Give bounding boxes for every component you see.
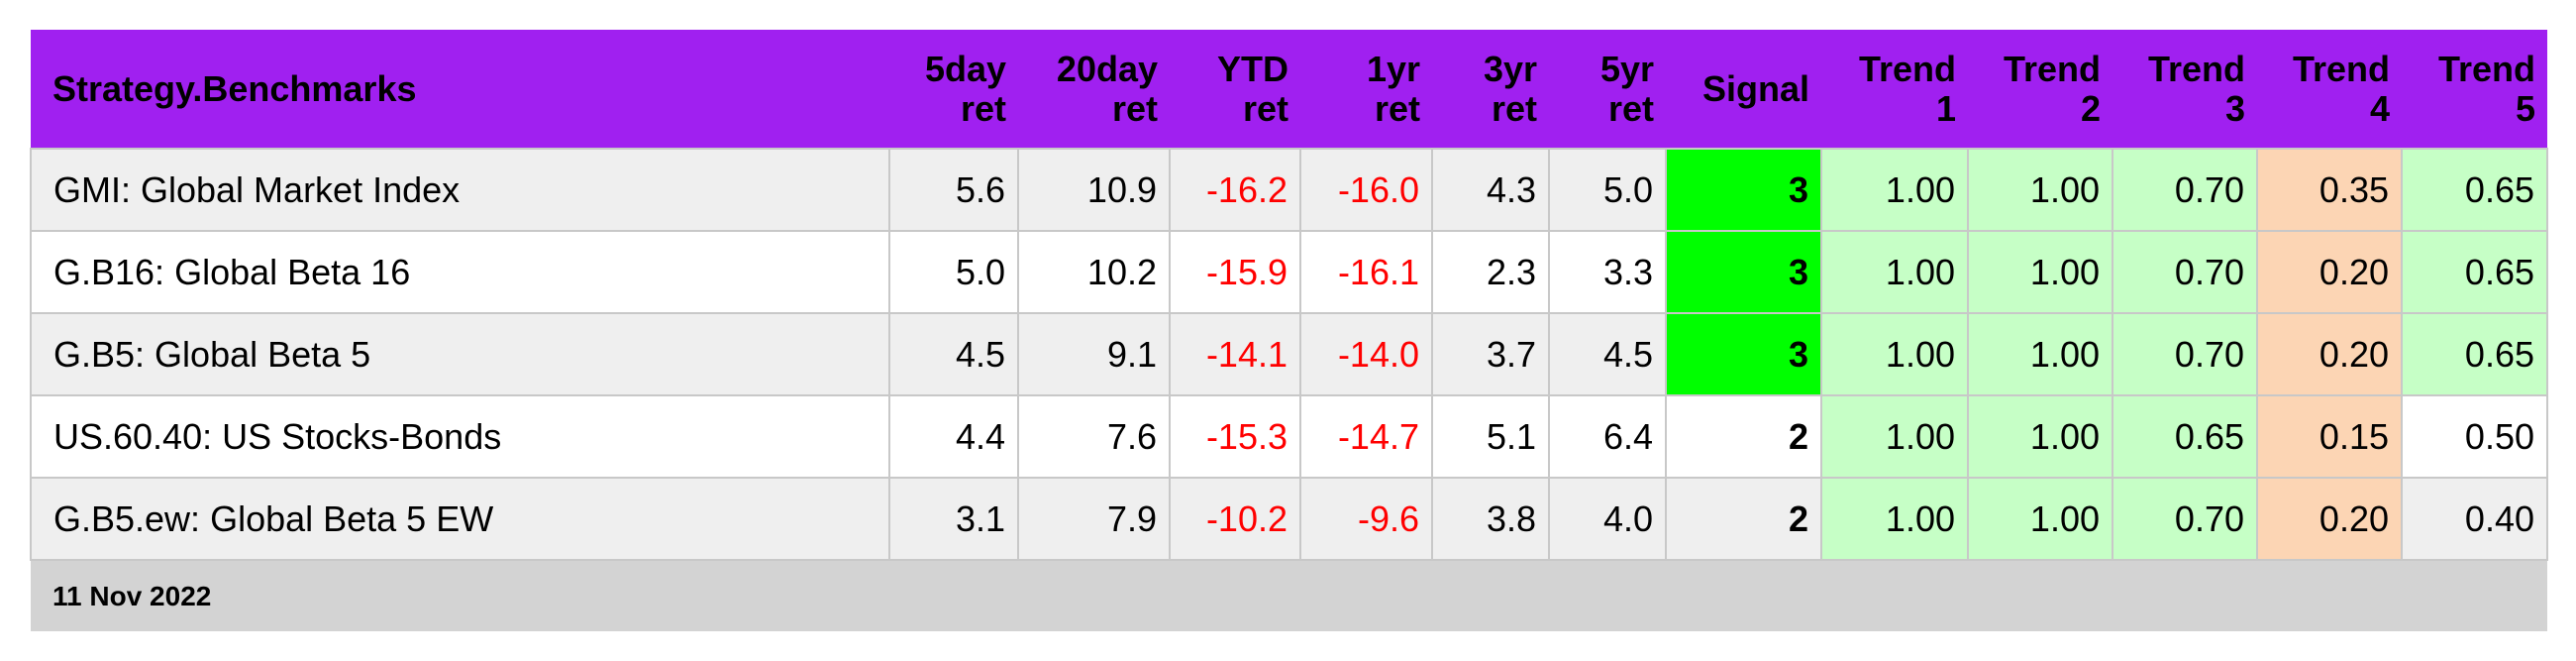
cell: 7.9 [1017, 477, 1171, 561]
cell: 10.2 [1017, 230, 1171, 314]
row-label: G.B16: Global Beta 16 [30, 230, 890, 314]
cell: 1.00 [1820, 394, 1969, 479]
cell: 1.00 [1820, 477, 1969, 561]
cell: 5.1 [1431, 394, 1550, 479]
cell: 1.00 [1820, 148, 1969, 232]
cell: 3.7 [1431, 312, 1550, 396]
cell: 0.65 [2112, 394, 2258, 479]
cell: -14.0 [1299, 312, 1433, 396]
cell: -16.1 [1299, 230, 1433, 314]
cell: 3 [1665, 148, 1822, 232]
table-body: GMI: Global Market Index 5.6 10.9 -16.2 -16.… [30, 148, 2548, 631]
cell: 1.00 [1967, 312, 2113, 396]
column-header: Trend 5 [2437, 48, 2535, 129]
cell: 3 [1665, 230, 1822, 314]
cell: 0.40 [2401, 477, 2548, 561]
table-row: G.B16: Global Beta 16 5.0 10.2 -15.9 -16.1 2.… [30, 230, 2548, 314]
cell: 2.3 [1431, 230, 1550, 314]
cell: 3.1 [888, 477, 1019, 561]
cell: 1.00 [1967, 230, 2113, 314]
row-label: US.60.40: US Stocks-Bonds [30, 394, 890, 479]
cell: 6.4 [1548, 394, 1667, 479]
cell: 7.6 [1017, 394, 1171, 479]
cell: 9.1 [1017, 312, 1171, 396]
row-label: GMI: Global Market Index [30, 148, 890, 232]
cell: 1.00 [1820, 230, 1969, 314]
cell: 3.3 [1548, 230, 1667, 314]
cell: -16.2 [1169, 148, 1301, 232]
benchmark-table: Strategy.Benchmarks 5day ret 20day ret YTD … [30, 30, 2548, 631]
cell: 0.65 [2401, 312, 2548, 396]
cell: 5.6 [888, 148, 1019, 232]
cell: 0.70 [2112, 230, 2258, 314]
cell: 4.5 [888, 312, 1019, 396]
column-header: Trend 1 [1858, 48, 1956, 129]
cell: -10.2 [1169, 477, 1301, 561]
cell: 4.5 [1548, 312, 1667, 396]
column-header: YTD ret [1217, 48, 1288, 129]
cell: 2 [1665, 477, 1822, 561]
cell: 5.0 [888, 230, 1019, 314]
cell: 0.20 [2256, 312, 2403, 396]
footer-row: 11 Nov 2022 [31, 560, 2547, 631]
row-label: G.B5: Global Beta 5 [30, 312, 890, 396]
cell: 2 [1665, 394, 1822, 479]
cell: 0.70 [2112, 477, 2258, 561]
table-row: GMI: Global Market Index 5.6 10.9 -16.2 -16.… [30, 148, 2548, 232]
column-header: 1yr ret [1366, 48, 1420, 129]
cell: 0.35 [2256, 148, 2403, 232]
column-header: Trend 2 [2003, 48, 2101, 129]
column-header: Trend 3 [2147, 48, 2245, 129]
column-header: Signal [1701, 67, 1809, 109]
cell: 4.4 [888, 394, 1019, 479]
cell: 1.00 [1967, 477, 2113, 561]
cell: -14.1 [1169, 312, 1301, 396]
column-header: 5day ret [924, 48, 1006, 129]
cell: -15.3 [1169, 394, 1301, 479]
cell: 4.3 [1431, 148, 1550, 232]
row-label: G.B5.ew: Global Beta 5 EW [30, 477, 890, 561]
cell: 0.20 [2256, 230, 2403, 314]
footer-date: 11 Nov 2022 [31, 560, 2547, 631]
cell: -16.0 [1299, 148, 1433, 232]
table-row: US.60.40: US Stocks-Bonds 4.4 7.6 -15.3 -14.… [30, 394, 2548, 479]
cell: -9.6 [1299, 477, 1433, 561]
cell: 0.70 [2112, 148, 2258, 232]
cell: 0.65 [2401, 148, 2548, 232]
cell: 1.00 [1967, 394, 2113, 479]
cell: 0.65 [2401, 230, 2548, 314]
cell: 0.20 [2256, 477, 2403, 561]
table-row: G.B5: Global Beta 5 4.5 9.1 -14.1 -14.0 3.7 4.… [30, 312, 2548, 396]
cell: 0.50 [2401, 394, 2548, 479]
column-header: 5yr ret [1599, 48, 1654, 129]
cell: 3 [1665, 312, 1822, 396]
cell: 0.70 [2112, 312, 2258, 396]
column-header: Trend 4 [2292, 48, 2390, 129]
cell: 1.00 [1967, 148, 2113, 232]
cell: 4.0 [1548, 477, 1667, 561]
cell: 3.8 [1431, 477, 1550, 561]
cell: 0.15 [2256, 394, 2403, 479]
column-header: 3yr ret [1483, 48, 1537, 129]
cell: -14.7 [1299, 394, 1433, 479]
column-header: 20day ret [1056, 48, 1158, 129]
cell: -15.9 [1169, 230, 1301, 314]
cell: 5.0 [1548, 148, 1667, 232]
cell: 1.00 [1820, 312, 1969, 396]
table-row: G.B5.ew: Global Beta 5 EW 3.1 7.9 -10.2 -9.6… [30, 477, 2548, 561]
header-row: Strategy.Benchmarks 5day ret 20day ret YTD … [31, 30, 2547, 149]
cell: 10.9 [1017, 148, 1171, 232]
column-header: Strategy.Benchmarks [52, 67, 417, 109]
